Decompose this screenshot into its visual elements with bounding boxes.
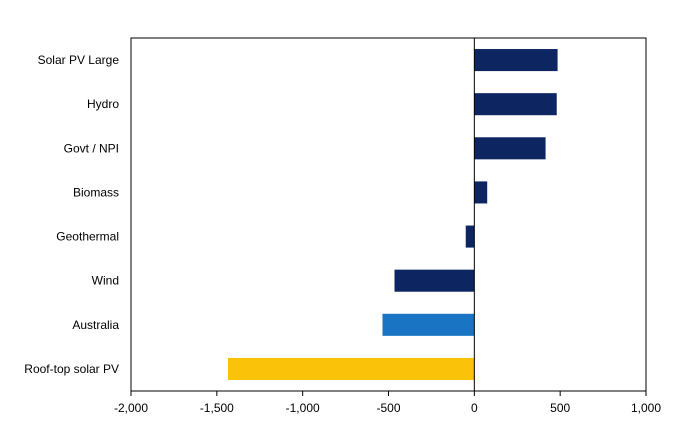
bar-govt-npi bbox=[474, 137, 546, 160]
bar-hydro bbox=[474, 93, 557, 116]
category-label-australia: Australia bbox=[72, 318, 119, 332]
bar-geothermal bbox=[465, 225, 475, 248]
category-label-geothermal: Geothermal bbox=[56, 230, 119, 244]
x-tick-label: -500 bbox=[376, 401, 400, 415]
category-labels: Solar PV Large Hydro Govt / NPI Biomass Geot… bbox=[24, 53, 119, 376]
bar-roof-top-solar-pv bbox=[227, 357, 475, 380]
bar-biomass bbox=[474, 181, 488, 204]
bar-wind bbox=[394, 269, 475, 292]
x-tick-label: -1,500 bbox=[200, 401, 234, 415]
x-tick-label: 1,000 bbox=[631, 401, 661, 415]
x-tick-label: -1,000 bbox=[286, 401, 320, 415]
x-tick-label: 500 bbox=[550, 401, 570, 415]
plot-area bbox=[130, 37, 647, 392]
bars bbox=[227, 49, 558, 380]
category-label-biomass: Biomass bbox=[73, 185, 119, 199]
category-label-solar-pv-large: Solar PV Large bbox=[38, 53, 120, 67]
category-label-roof-top-solar-pv: Roof-top solar PV bbox=[24, 362, 119, 376]
category-label-wind: Wind bbox=[92, 274, 119, 288]
bar-australia bbox=[382, 313, 475, 336]
x-tick-labels: -2,000 -1,500 -1,000 -500 0 500 1,000 bbox=[114, 401, 661, 415]
category-label-hydro: Hydro bbox=[87, 97, 119, 111]
bar-solar-pv-large bbox=[474, 49, 558, 72]
x-tick-label: 0 bbox=[471, 401, 478, 415]
axes bbox=[130, 38, 647, 396]
category-label-govt-npi: Govt / NPI bbox=[64, 141, 119, 155]
x-tick-label: -2,000 bbox=[114, 401, 148, 415]
